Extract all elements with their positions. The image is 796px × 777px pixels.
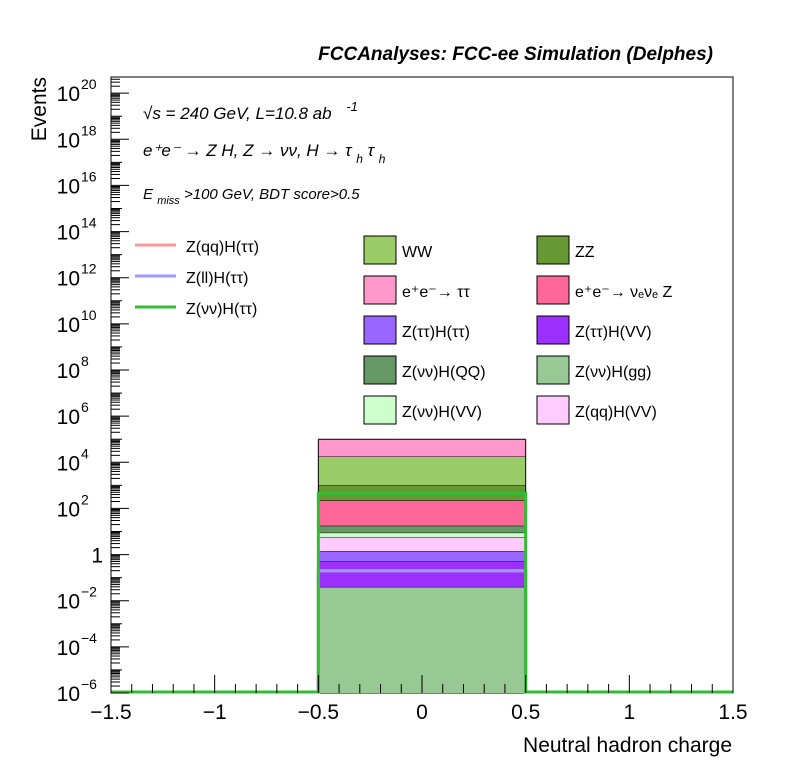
y-axis-label: Events [28,77,51,141]
process-subscript-2: h [379,152,386,166]
y-tick-exp-1: 18 [81,122,97,138]
x-axis: −1.5 −1 −0.5 0 0.5 1 1.5 [90,675,748,724]
legend-bg-label-7: Z(νν)H(gg) [575,364,651,381]
y-tick-label-10: 1 [91,545,103,568]
energy-text: √s = 240 GeV, L=10.8 ab [143,104,332,123]
y-tick-exp-9: 2 [81,491,89,507]
y-tick-label-5: 10 [57,314,80,337]
y-tick-exp-2: 16 [81,168,97,184]
x-tick-label-1: −1 [203,701,227,724]
x-tick-label-6: 1.5 [718,701,747,724]
legend-signal-label-1: Z(ll)H(ττ) [186,270,248,287]
legend-bg-label-0: WW [402,244,433,261]
stack-bar-4 [318,532,526,538]
y-tick-exp-11: −2 [81,584,97,600]
y-tick-exp-13: −6 [81,676,97,692]
x-tick-label-3: 0 [416,701,428,724]
legend-bg-label-5: Z(ττ)H(VV) [575,324,652,341]
legend-bg-swatch-2 [363,275,397,305]
legend-bg-swatch-1 [536,235,570,265]
legend-signal-label-0: Z(qq)H(ττ) [186,239,259,256]
signal-lines [111,491,733,694]
y-tick-label-12: 10 [57,637,80,660]
stack-bar-3 [318,537,526,552]
legend-bg-label-3: e⁺e⁻→ νₑνₑ Z [575,284,672,301]
process-text: e⁺e⁻ → Z H, Z → νν, H → τ [143,141,353,160]
legend-bg-swatch-8 [363,395,397,425]
y-tick-label-1: 10 [57,129,80,152]
svg-text:e⁺e⁻ → Z H, Z → νν, H → τ: e⁺e⁻ → Z H, Z → νν, H → τ h τ h [143,141,386,167]
legend-bg-label-8: Z(νν)H(VV) [402,404,482,421]
stack-bar-2 [318,551,526,562]
y-tick-exp-7: 6 [81,399,89,415]
y-tick-label-4: 10 [57,268,80,291]
y-tick-label-0: 10 [57,83,80,106]
legend-bg-swatch-0 [363,235,397,265]
x-tick-label-0: −1.5 [90,701,131,724]
process-tau-2: τ [368,141,376,160]
process-subscript-1: h [356,152,363,166]
y-tick-label-6: 10 [57,360,80,383]
cut-text: >100 GeV, BDT score>0.5 [184,186,360,203]
y-tick-label-2: 10 [57,175,80,198]
process-annotation: e⁺e⁻ → Z H, Z → νν, H → τ h τ h [143,141,386,167]
y-tick-label-13: 10 [57,683,80,706]
y-tick-exp-6: 8 [81,353,89,369]
stack-bar-1 [318,561,526,587]
signal-line-2 [111,491,733,694]
svg-text:E miss >100 Ge: E miss >100 GeV, BDT score>0.5 [143,186,360,208]
y-tick-label-3: 10 [57,222,80,245]
legend-bg-swatch-6 [363,355,397,385]
legend-bg-swatch-7 [536,355,570,385]
legend-bg-swatch-5 [536,315,570,345]
legend-bg-swatch-9 [536,395,570,425]
y-tick-exp-12: −4 [81,630,97,646]
legend-bg-swatch-3 [536,275,570,305]
legend-bg-label-1: ZZ [575,244,595,261]
y-tick-exp-8: 4 [81,445,89,461]
x-axis-label: Neutral hadron charge [523,734,732,757]
y-tick-exp-0: 20 [81,76,97,92]
legend-bg-swatch-4 [363,315,397,345]
legend-backgrounds: WW ZZ e⁺e⁻→ ττ e⁺e⁻→ νₑνₑ Z Z(ττ)H(ττ) Z(ττ)H… [363,235,672,425]
y-tick-label-8: 10 [57,452,80,475]
y-tick-exp-4: 12 [81,261,97,277]
energy-superscript: -1 [346,99,358,114]
legend-bg-label-6: Z(νν)H(QQ) [402,364,486,381]
legend-signal-label-2: Z(νν)H(ττ) [186,301,257,318]
y-tick-exp-3: 14 [81,215,97,231]
y-tick-label-7: 10 [57,406,80,429]
cut-annotation: E miss >100 GeV, BDT score>0.5 [143,186,360,208]
legend-signals: Z(qq)H(ττ) Z(ll)H(ττ) Z(νν)H(ττ) [135,239,259,318]
stack-bar-5 [318,525,526,533]
cut-e: E [143,186,154,203]
stack-bars [317,438,527,693]
legend-bg-label-9: Z(qq)H(VV) [575,404,657,421]
stack-bar-9 [318,439,526,457]
svg-text:√s = 240 GeV, L=10.8 ab: √s = 240 GeV, L=10.8 ab -1 [143,99,358,123]
cut-subscript: miss [157,195,180,207]
x-tick-label-2: −0.5 [298,701,339,724]
x-tick-label-4: 0.5 [511,701,540,724]
legend-bg-label-4: Z(ττ)H(ττ) [402,324,470,341]
stack-bar-8 [318,456,526,486]
y-tick-exp-5: 10 [81,307,97,323]
legend-bg-label-2: e⁺e⁻→ ττ [402,284,470,301]
x-tick-label-5: 1 [623,701,635,724]
y-tick-label-11: 10 [57,591,80,614]
y-tick-label-9: 10 [57,498,80,521]
stack-bar-6 [318,500,526,526]
energy-annotation: √s = 240 GeV, L=10.8 ab -1 [143,99,358,123]
chart-title: FCCAnalyses: FCC-ee Simulation (Delphes) [318,44,713,65]
